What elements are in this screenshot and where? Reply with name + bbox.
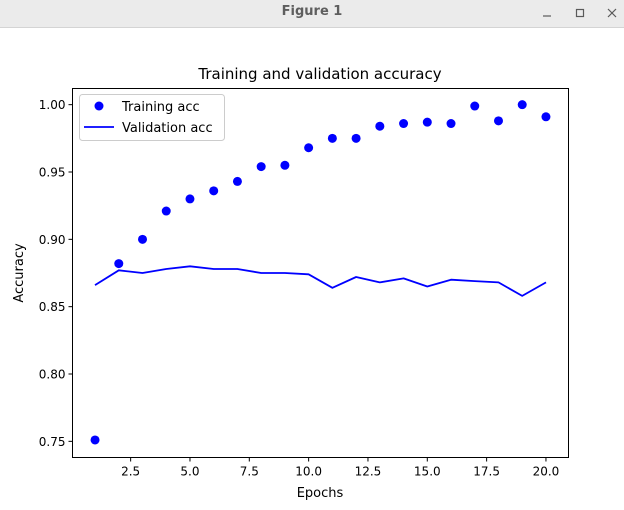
training-acc-point [232, 176, 242, 186]
figure-canvas: Training and validation accuracy 2.5 5.0 7… [0, 28, 624, 506]
training-acc-point [517, 100, 527, 110]
validation-acc-line [94, 265, 547, 297]
close-icon [607, 8, 617, 18]
training-acc-point [399, 119, 409, 129]
window-title: Figure 1 [281, 4, 343, 19]
training-acc-point [161, 206, 171, 216]
x-tick-label: 17.5 [473, 465, 500, 479]
x-tick-label: 10.0 [295, 465, 322, 479]
x-tick-label: 12.5 [355, 465, 382, 479]
y-tick-label: 0.75 [39, 435, 66, 449]
training-acc-point [375, 121, 385, 131]
maximize-icon [575, 8, 585, 18]
legend-box [79, 94, 225, 141]
legend-label-training: Training acc [121, 100, 200, 115]
legend-marker-training [94, 101, 104, 111]
training-acc-point [209, 186, 219, 196]
training-acc-point [470, 101, 480, 111]
training-acc-point [304, 143, 314, 153]
y-tick-label: 0.85 [39, 300, 66, 314]
legend-label-validation: Validation acc [122, 121, 213, 136]
training-acc-point [327, 133, 337, 143]
y-tick-label: 1.00 [39, 98, 66, 112]
y-axis: 0.75 0.80 0.85 0.90 0.95 1.00 [39, 98, 73, 449]
close-button[interactable] [601, 3, 623, 23]
training-acc-point [541, 112, 551, 122]
x-tick-label: 15.0 [414, 465, 441, 479]
legend: Training acc Validation acc [79, 94, 225, 141]
x-tick-label: 2.5 [121, 465, 140, 479]
chart-title: Training and validation accuracy [197, 65, 441, 83]
minimize-icon [543, 15, 551, 17]
x-tick-label: 20.0 [533, 465, 560, 479]
training-acc-point [493, 116, 503, 126]
training-acc-point [138, 234, 148, 244]
x-tick-label: 7.5 [240, 465, 259, 479]
training-acc-point [185, 194, 195, 204]
y-tick-label: 0.80 [39, 368, 66, 382]
y-tick-label: 0.95 [39, 165, 66, 179]
x-tick-label: 5.0 [180, 465, 199, 479]
accuracy-chart: Training and validation accuracy 2.5 5.0 7… [12, 65, 569, 501]
plot-frame [72, 88, 569, 458]
training-acc-point [256, 162, 266, 172]
window-titlebar: Figure 1 [0, 0, 624, 28]
training-acc-point [422, 117, 432, 127]
training-acc-point [114, 259, 124, 269]
training-acc-point [351, 133, 361, 143]
x-axis: 2.5 5.0 7.5 10.0 12.5 15.0 17.5 20.0 [121, 457, 560, 479]
maximize-button[interactable] [569, 3, 591, 23]
y-tick-label: 0.90 [39, 233, 66, 247]
x-axis-label: Epochs [297, 486, 344, 501]
training-acc-point [446, 119, 456, 129]
training-acc-point [90, 435, 100, 445]
training-acc-point [280, 160, 290, 170]
minimize-button[interactable] [536, 3, 558, 23]
y-axis-label: Accuracy [12, 243, 27, 303]
